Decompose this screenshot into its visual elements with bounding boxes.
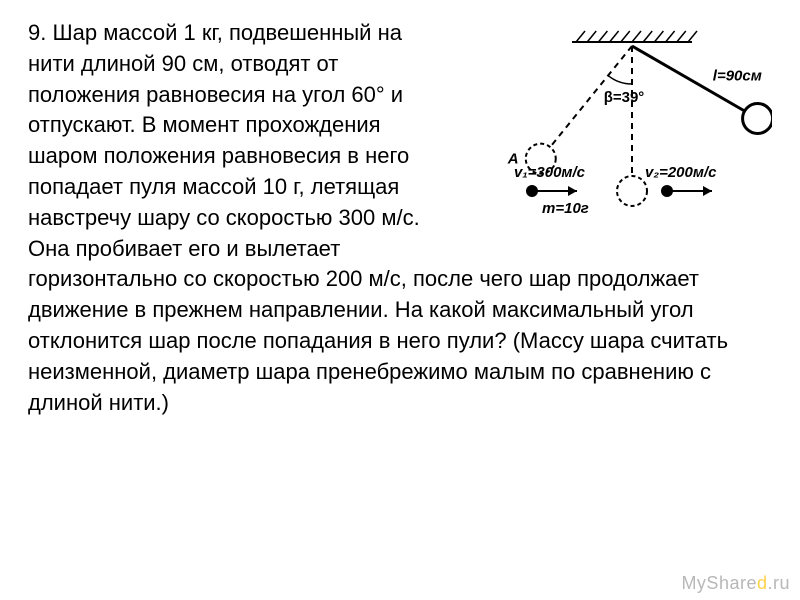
label-v1: v₁=300м/c — [514, 164, 586, 181]
label-beta: β=39° — [604, 89, 645, 106]
label-m: m=10г — [542, 200, 589, 217]
label-v2: v₂=200м/c — [645, 164, 717, 181]
problem-number: 9. — [28, 20, 46, 45]
problem-body: A l=90см M=1кг β=39° v₁=300м/c v₂=200м/c… — [28, 18, 772, 418]
label-length: l=90см — [713, 67, 762, 84]
diagram-container: A l=90см M=1кг β=39° v₁=300м/c v₂=200м/c… — [462, 22, 772, 252]
watermark-accent: d — [757, 573, 768, 593]
watermark-post: .ru — [767, 573, 790, 593]
watermark-pre: MyShare — [681, 573, 757, 593]
pendulum-diagram: A l=90см M=1кг β=39° v₁=300м/c v₂=200м/c… — [462, 22, 772, 252]
watermark: MyShared.ru — [681, 573, 790, 594]
